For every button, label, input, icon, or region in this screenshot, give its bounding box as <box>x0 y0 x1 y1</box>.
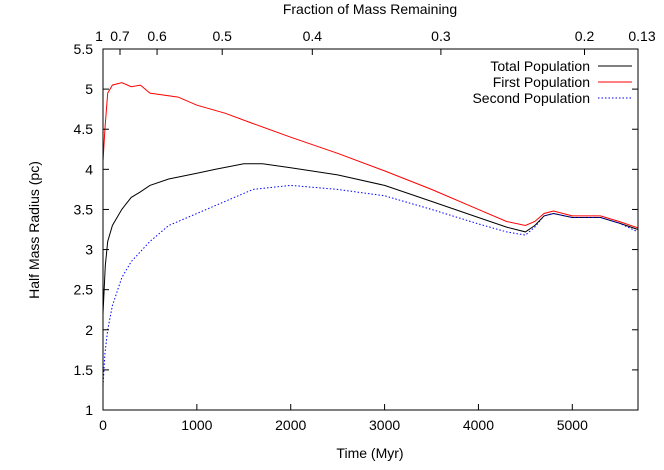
x2-tick-label: 0.3 <box>431 28 451 44</box>
y-tick-label: 4.5 <box>74 121 94 137</box>
x-tick-label: 1000 <box>181 417 212 433</box>
y-tick-label: 4 <box>85 161 93 177</box>
x-axis-label: Time (Myr) <box>336 445 403 461</box>
plot-frame <box>102 48 639 411</box>
legend-label: Second Population <box>472 90 590 106</box>
x2-tick-label: 0.7 <box>110 28 130 44</box>
y-tick-label: 2 <box>85 322 93 338</box>
legend-label: Total Population <box>490 58 590 74</box>
x2-tick-label: 0.13 <box>628 28 655 44</box>
y-tick-label: 3 <box>85 242 93 258</box>
series-line-1 <box>102 163 639 314</box>
x-tick-label: 2000 <box>275 417 306 433</box>
x2-tick-label: 0.6 <box>147 28 167 44</box>
series-line-3 <box>102 184 639 386</box>
x2-tick-label: 1 <box>95 28 103 44</box>
legend-label: First Population <box>493 74 590 90</box>
y-axis-label: Half Mass Radius (pc) <box>26 161 42 299</box>
x-tick-label: 4000 <box>463 417 494 433</box>
x2-tick-label: 0.5 <box>212 28 232 44</box>
x-tick-label: 5000 <box>557 417 588 433</box>
x2-tick-label: 0.2 <box>575 28 595 44</box>
axes-layer: 0 1000 2000 3000 4000 5000 1 1.5 2 2.5 3 3.5 4 4.5 5 5.… <box>74 28 656 433</box>
y-tick-label: 1.5 <box>74 362 94 378</box>
x-tick-label: 0 <box>99 417 107 433</box>
series-layer <box>102 82 639 386</box>
y-tick-label: 1 <box>85 402 93 418</box>
y-tick-label: 5 <box>85 81 93 97</box>
series-line-2 <box>102 82 639 229</box>
y-tick-label: 5.5 <box>74 41 94 57</box>
x2-axis-label: Fraction of Mass Remaining <box>283 1 457 17</box>
y-tick-label: 2.5 <box>74 282 94 298</box>
y-tick-label: 3.5 <box>74 201 94 217</box>
x-tick-label: 3000 <box>369 417 400 433</box>
x2-tick-label: 0.4 <box>303 28 323 44</box>
